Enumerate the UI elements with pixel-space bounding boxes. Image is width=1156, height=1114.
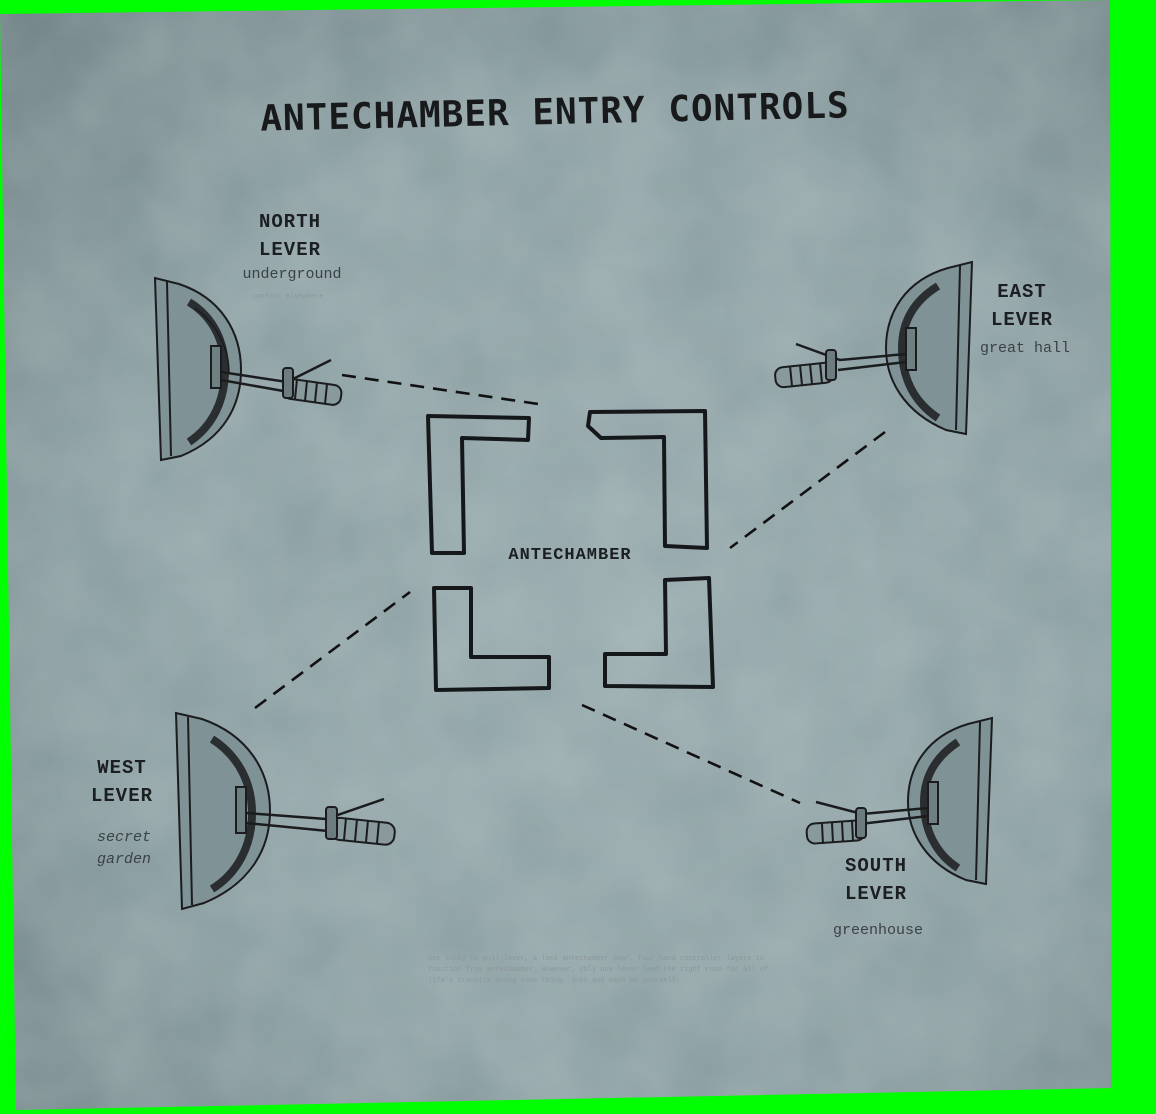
antechamber-label: ANTECHAMBER bbox=[508, 546, 632, 565]
east-lever-label: EAST LEVER bbox=[962, 278, 1082, 334]
east-lever-destination: great hall bbox=[979, 340, 1070, 357]
east-connector bbox=[729, 430, 886, 550]
east-lever-line1: EAST bbox=[997, 281, 1047, 303]
wall-bottom-left bbox=[432, 586, 551, 692]
connector-lines bbox=[254, 373, 886, 805]
west-lever-label: WEST LEVER bbox=[62, 754, 182, 810]
west-connector bbox=[254, 590, 411, 710]
wall-top-right bbox=[586, 409, 709, 550]
west-lever-drawing[interactable] bbox=[174, 711, 396, 911]
east-lever-drawing[interactable] bbox=[774, 260, 974, 436]
footnote-line2: function from antechamber. However, only… bbox=[428, 966, 769, 974]
north-lever-line1: NORTH bbox=[258, 211, 321, 233]
south-connector bbox=[581, 703, 801, 805]
west-lever-destination-line1: secret bbox=[96, 829, 151, 846]
south-lever-line1: SOUTH bbox=[844, 855, 907, 877]
north-lever-destination: underground bbox=[242, 266, 342, 283]
footnote-line1: Get lucky to pull lever, a lock antecham… bbox=[428, 955, 765, 963]
wall-bottom-right bbox=[603, 576, 715, 689]
south-lever-drawing[interactable] bbox=[805, 716, 994, 886]
west-lever-line2: LEVER bbox=[90, 785, 153, 807]
south-lever-destination: greenhouse bbox=[832, 922, 923, 939]
north-lever-label: NORTH LEVER bbox=[230, 208, 350, 264]
antechamber-walls bbox=[426, 409, 715, 692]
wall-top-left bbox=[426, 414, 531, 555]
footnote-line3: life's transits doing some thing. Just a… bbox=[428, 977, 681, 985]
east-lever-line2: LEVER bbox=[990, 309, 1053, 331]
west-lever-destination: secret garden bbox=[64, 827, 184, 871]
north-connector bbox=[341, 373, 546, 407]
south-lever-label: SOUTH LEVER bbox=[816, 852, 936, 908]
north-lever-note: comfort elsewhere bbox=[252, 293, 324, 301]
west-lever-destination-line2: garden bbox=[96, 851, 151, 868]
south-lever-line2: LEVER bbox=[844, 883, 907, 905]
footnote: Get lucky to pull lever, a lock antecham… bbox=[428, 954, 768, 987]
north-lever-line2: LEVER bbox=[258, 239, 321, 261]
west-lever-line1: WEST bbox=[97, 757, 147, 779]
north-lever-drawing[interactable] bbox=[153, 276, 343, 462]
